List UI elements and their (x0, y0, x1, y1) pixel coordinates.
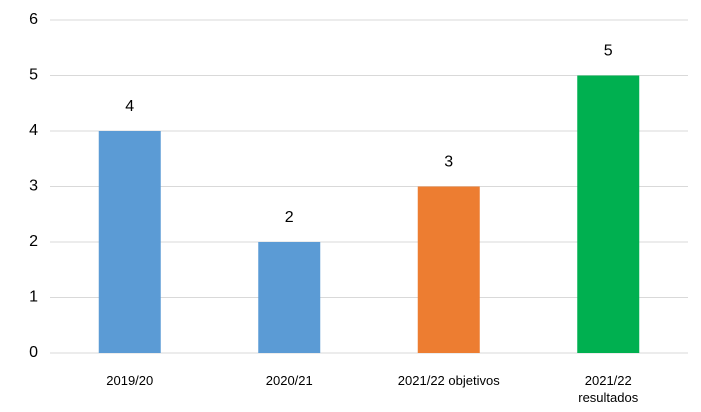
y-tick-label: 0 (29, 344, 38, 361)
x-tick-label: 2021/22 resultados (578, 373, 639, 405)
data-label: 4 (125, 98, 134, 115)
x-tick-label: 2019/20 (106, 373, 154, 388)
bar (258, 242, 321, 353)
y-tick-label: 3 (29, 178, 38, 195)
x-tick-label: 2020/21 (265, 373, 313, 388)
data-label: 3 (444, 154, 453, 171)
data-label: 2 (285, 209, 294, 226)
y-tick-label: 2 (29, 233, 38, 250)
bar (98, 131, 161, 353)
y-tick-label: 4 (29, 122, 38, 139)
data-label: 5 (604, 43, 613, 60)
y-tick-label: 6 (29, 11, 38, 28)
bar (417, 186, 480, 353)
x-tick-label: 2021/22 objetivos (397, 373, 500, 388)
bar (577, 75, 640, 353)
y-tick-label: 5 (29, 67, 38, 84)
y-tick-label: 1 (29, 289, 38, 306)
